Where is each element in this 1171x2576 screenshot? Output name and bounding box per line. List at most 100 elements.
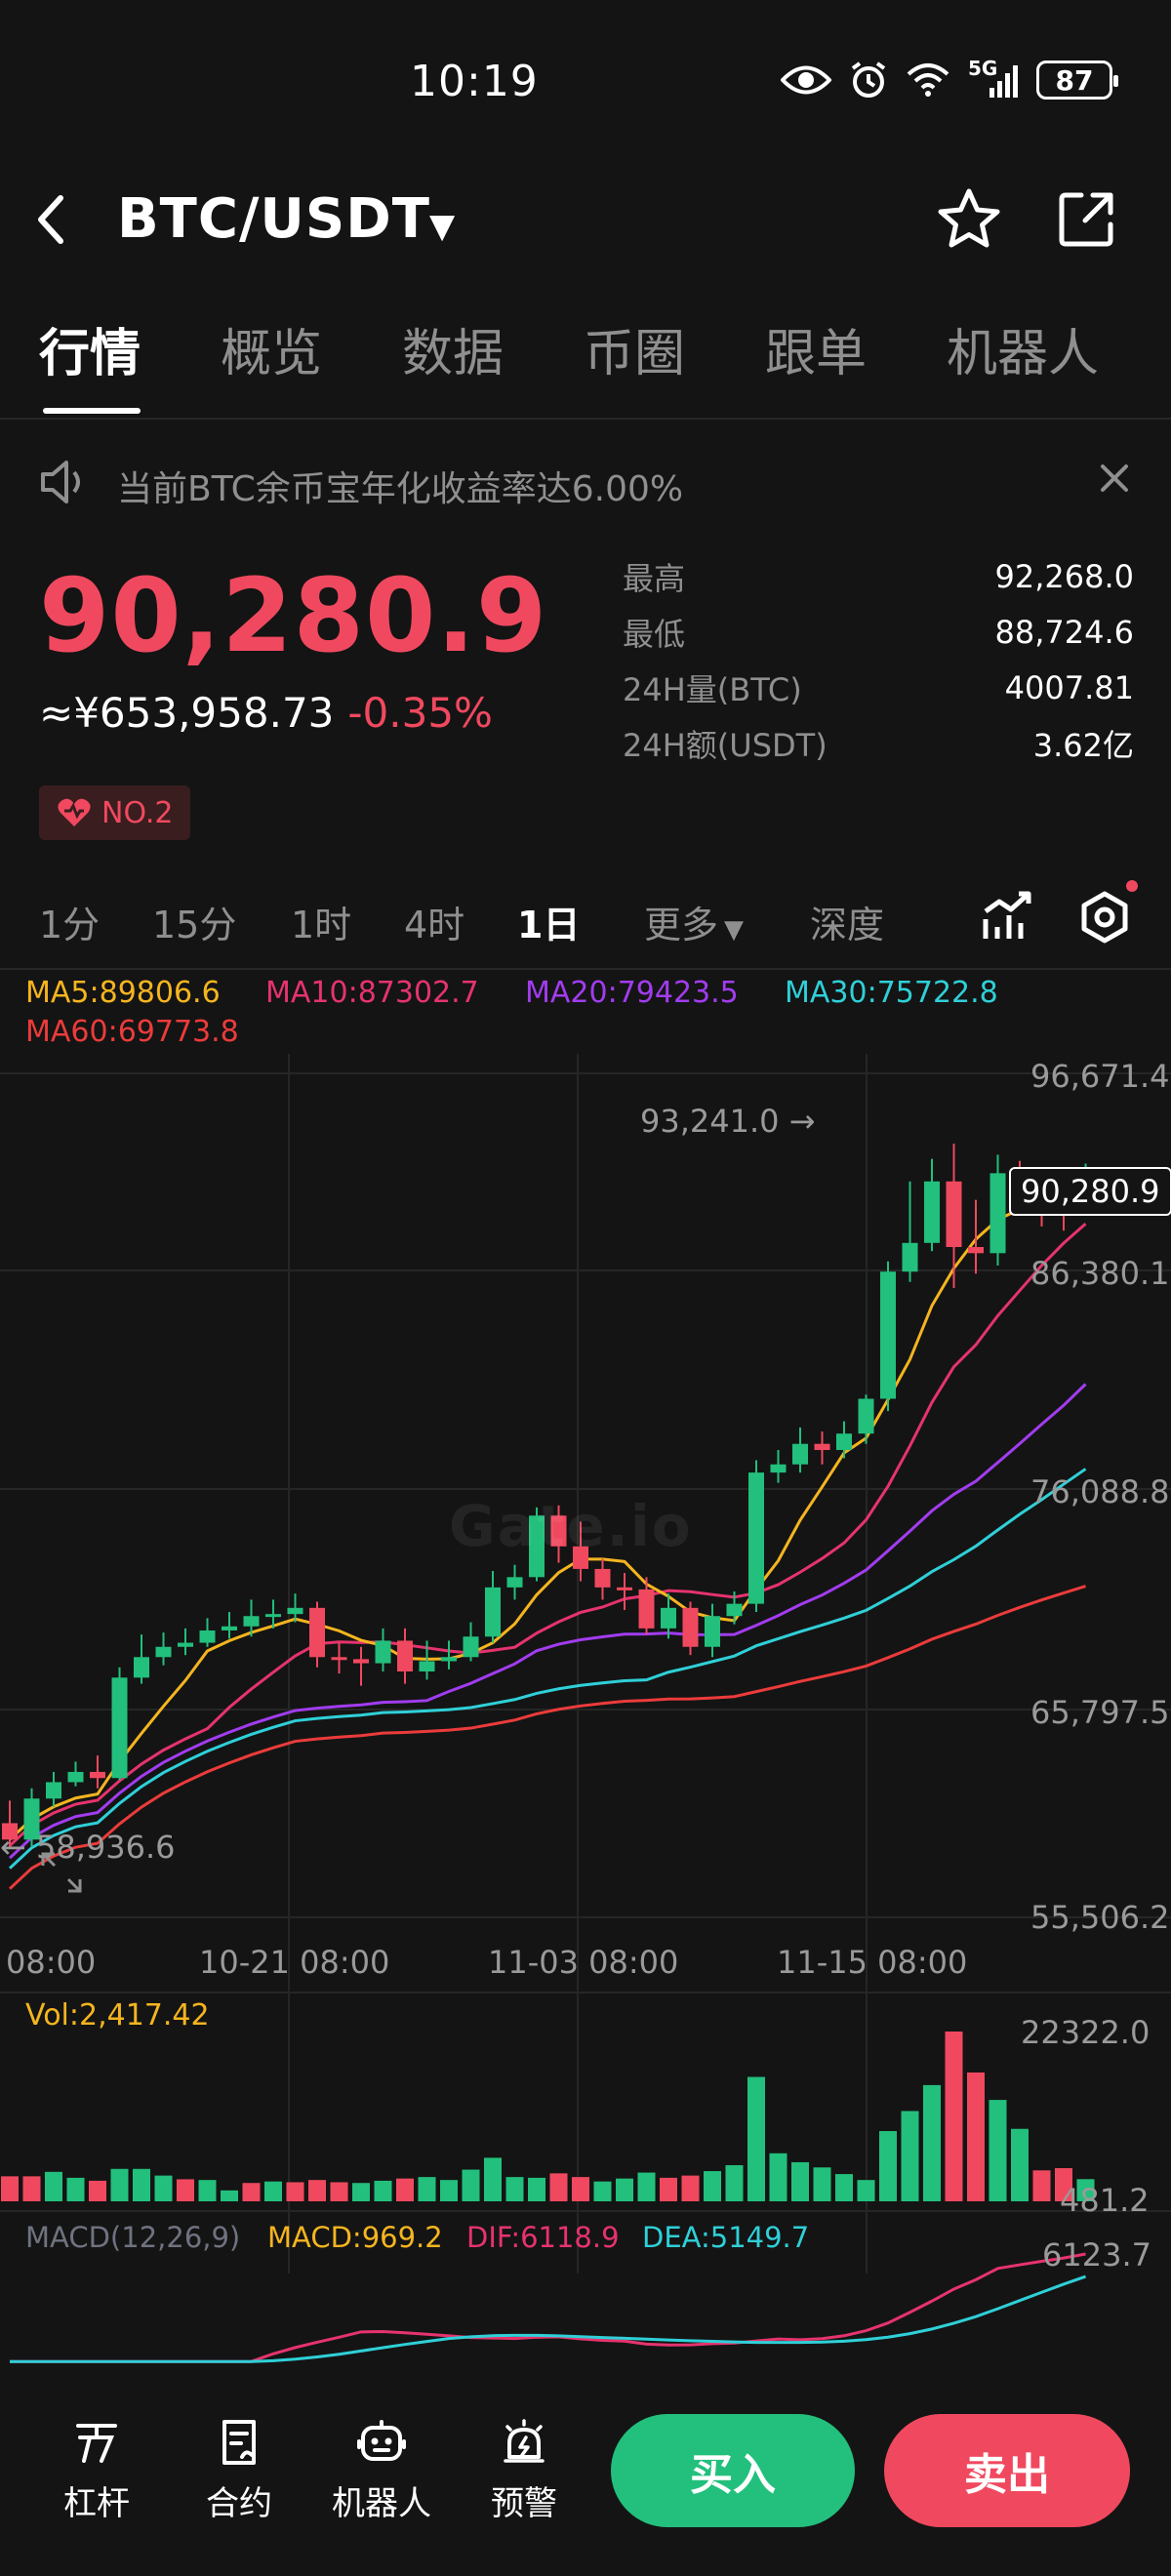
price-axis-label: 76,088.8 [1030, 1473, 1170, 1510]
tab-bots[interactable]: 机器人 [947, 325, 1100, 383]
volume-bar [308, 2180, 326, 2201]
candle-body [441, 1657, 457, 1662]
ma10-label: MA10:87302.7 [265, 976, 479, 1010]
candle-body [287, 1607, 303, 1615]
buy-button[interactable]: 买入 [611, 2414, 855, 2527]
volume-bar [462, 2169, 480, 2201]
heart-icon [58, 798, 91, 826]
candle-body [243, 1616, 260, 1627]
volume-bar [418, 2177, 436, 2201]
dif-line [10, 2252, 1086, 2363]
ma5-label: MA5:89806.6 [25, 976, 221, 1010]
volume-bar [89, 2180, 106, 2201]
tab-data[interactable]: 数据 [402, 325, 505, 383]
nav-label: 机器人 [332, 2484, 431, 2523]
back-arrow-icon[interactable] [31, 190, 70, 249]
time-axis-label: 11-15 08:00 [777, 1944, 968, 1981]
candle-body [573, 1546, 588, 1569]
sell-button[interactable]: 卖出 [884, 2414, 1130, 2527]
robot-icon [357, 2420, 406, 2461]
nav-alert[interactable]: 预警 [470, 2418, 578, 2524]
high-marker: 93,241.0 → [640, 1103, 816, 1140]
share-icon[interactable] [1056, 187, 1118, 250]
pair-dropdown-icon[interactable]: ▼ [429, 207, 456, 246]
expand-icon[interactable] [39, 1850, 84, 1895]
volume-bar [1011, 2128, 1029, 2201]
interval-1d[interactable]: 1日 [517, 904, 581, 946]
candle-body [858, 1398, 874, 1434]
candle-body [638, 1589, 655, 1629]
notice-text[interactable]: 当前BTC余币宝年化收益率达6.00% [117, 469, 684, 509]
volume-bar [616, 2178, 633, 2201]
watermark: Gate.io [449, 1493, 693, 1559]
volume-bar [286, 2182, 304, 2201]
volume-bar [1032, 2170, 1051, 2201]
candle-body [67, 1771, 84, 1783]
stat-volume: 24H量(BTC) 4007.81 [623, 660, 1134, 715]
candle-body [902, 1242, 918, 1272]
interval-more[interactable]: 更多 ▼ [644, 895, 744, 948]
rank-badge[interactable]: NO.2 [39, 785, 191, 840]
depth-tab[interactable]: 深度 [810, 904, 885, 946]
volume-bar [813, 2167, 831, 2201]
volume-bar [242, 2183, 261, 2201]
price-axis-label: 55,506.2 [1030, 1899, 1170, 1936]
tab-community[interactable]: 币圈 [584, 325, 686, 383]
alert-icon [504, 2419, 545, 2463]
candle-body [748, 1472, 764, 1604]
volume-bar [198, 2180, 217, 2201]
contract-icon [222, 2420, 256, 2465]
macd-value: MACD:969.2 [267, 2221, 443, 2254]
nav-contract[interactable]: 合约 [185, 2418, 293, 2524]
candle-body [814, 1443, 830, 1451]
tab-copy-trade[interactable]: 跟单 [765, 325, 868, 383]
indicator-chart-icon[interactable] [982, 890, 1034, 943]
stat-high: 最高 92,268.0 [623, 548, 1134, 604]
ma30-line [8, 1468, 1087, 1870]
last-price: 90,280.9 [39, 556, 548, 675]
volume-bar [857, 2180, 875, 2201]
speaker-icon [41, 461, 80, 503]
price-axis-label: 96,671.4 [1030, 1058, 1170, 1095]
interval-4h[interactable]: 4时 [404, 904, 465, 946]
candle-body [792, 1443, 808, 1465]
candle-body [309, 1607, 325, 1658]
nav-leverage[interactable]: 杠杆 [43, 2418, 150, 2524]
candle-body [397, 1640, 413, 1671]
ma5-line [8, 1194, 1087, 1841]
dea-line [10, 2274, 1086, 2363]
more-label: 更多 [644, 904, 719, 946]
volume-bar [374, 2180, 392, 2201]
candlestick-chart[interactable] [0, 1054, 1171, 2367]
interval-1h[interactable]: 1时 [291, 904, 352, 946]
interval-15m[interactable]: 15分 [152, 904, 237, 946]
pair-title[interactable]: BTC/USDT [117, 187, 430, 251]
volume-bar [572, 2177, 589, 2201]
tab-overview[interactable]: 概览 [221, 325, 323, 383]
volume-label: Vol:2,417.42 [25, 1998, 210, 2033]
stat-label: 最低 [623, 615, 686, 653]
tab-market[interactable]: 行情 [39, 325, 141, 383]
status-icons: 5G 87 [781, 57, 1118, 100]
candle-body [506, 1577, 523, 1588]
volume-bar [66, 2177, 85, 2201]
candle-body [353, 1659, 369, 1664]
volume-bar [967, 2072, 985, 2201]
candle-body [265, 1614, 281, 1618]
volume-bar [879, 2131, 897, 2201]
volume-bar [791, 2161, 809, 2201]
volume-bar [352, 2183, 370, 2201]
settings-icon[interactable] [1077, 890, 1132, 945]
divider [0, 968, 1171, 970]
interval-1m[interactable]: 1分 [39, 904, 101, 946]
volume-bar [264, 2181, 282, 2201]
nav-robot[interactable]: 机器人 [328, 2418, 435, 2524]
close-icon[interactable] [1095, 459, 1134, 498]
volume-bar [45, 2171, 62, 2201]
cny-price: ≈¥653,958.73 [39, 689, 335, 737]
volume-bar [177, 2179, 194, 2201]
ma60-line [8, 1585, 1086, 1890]
ma30-label: MA30:75722.8 [785, 976, 998, 1010]
favorite-star-icon[interactable] [935, 185, 1003, 254]
stat-value: 3.62亿 [1032, 726, 1134, 764]
